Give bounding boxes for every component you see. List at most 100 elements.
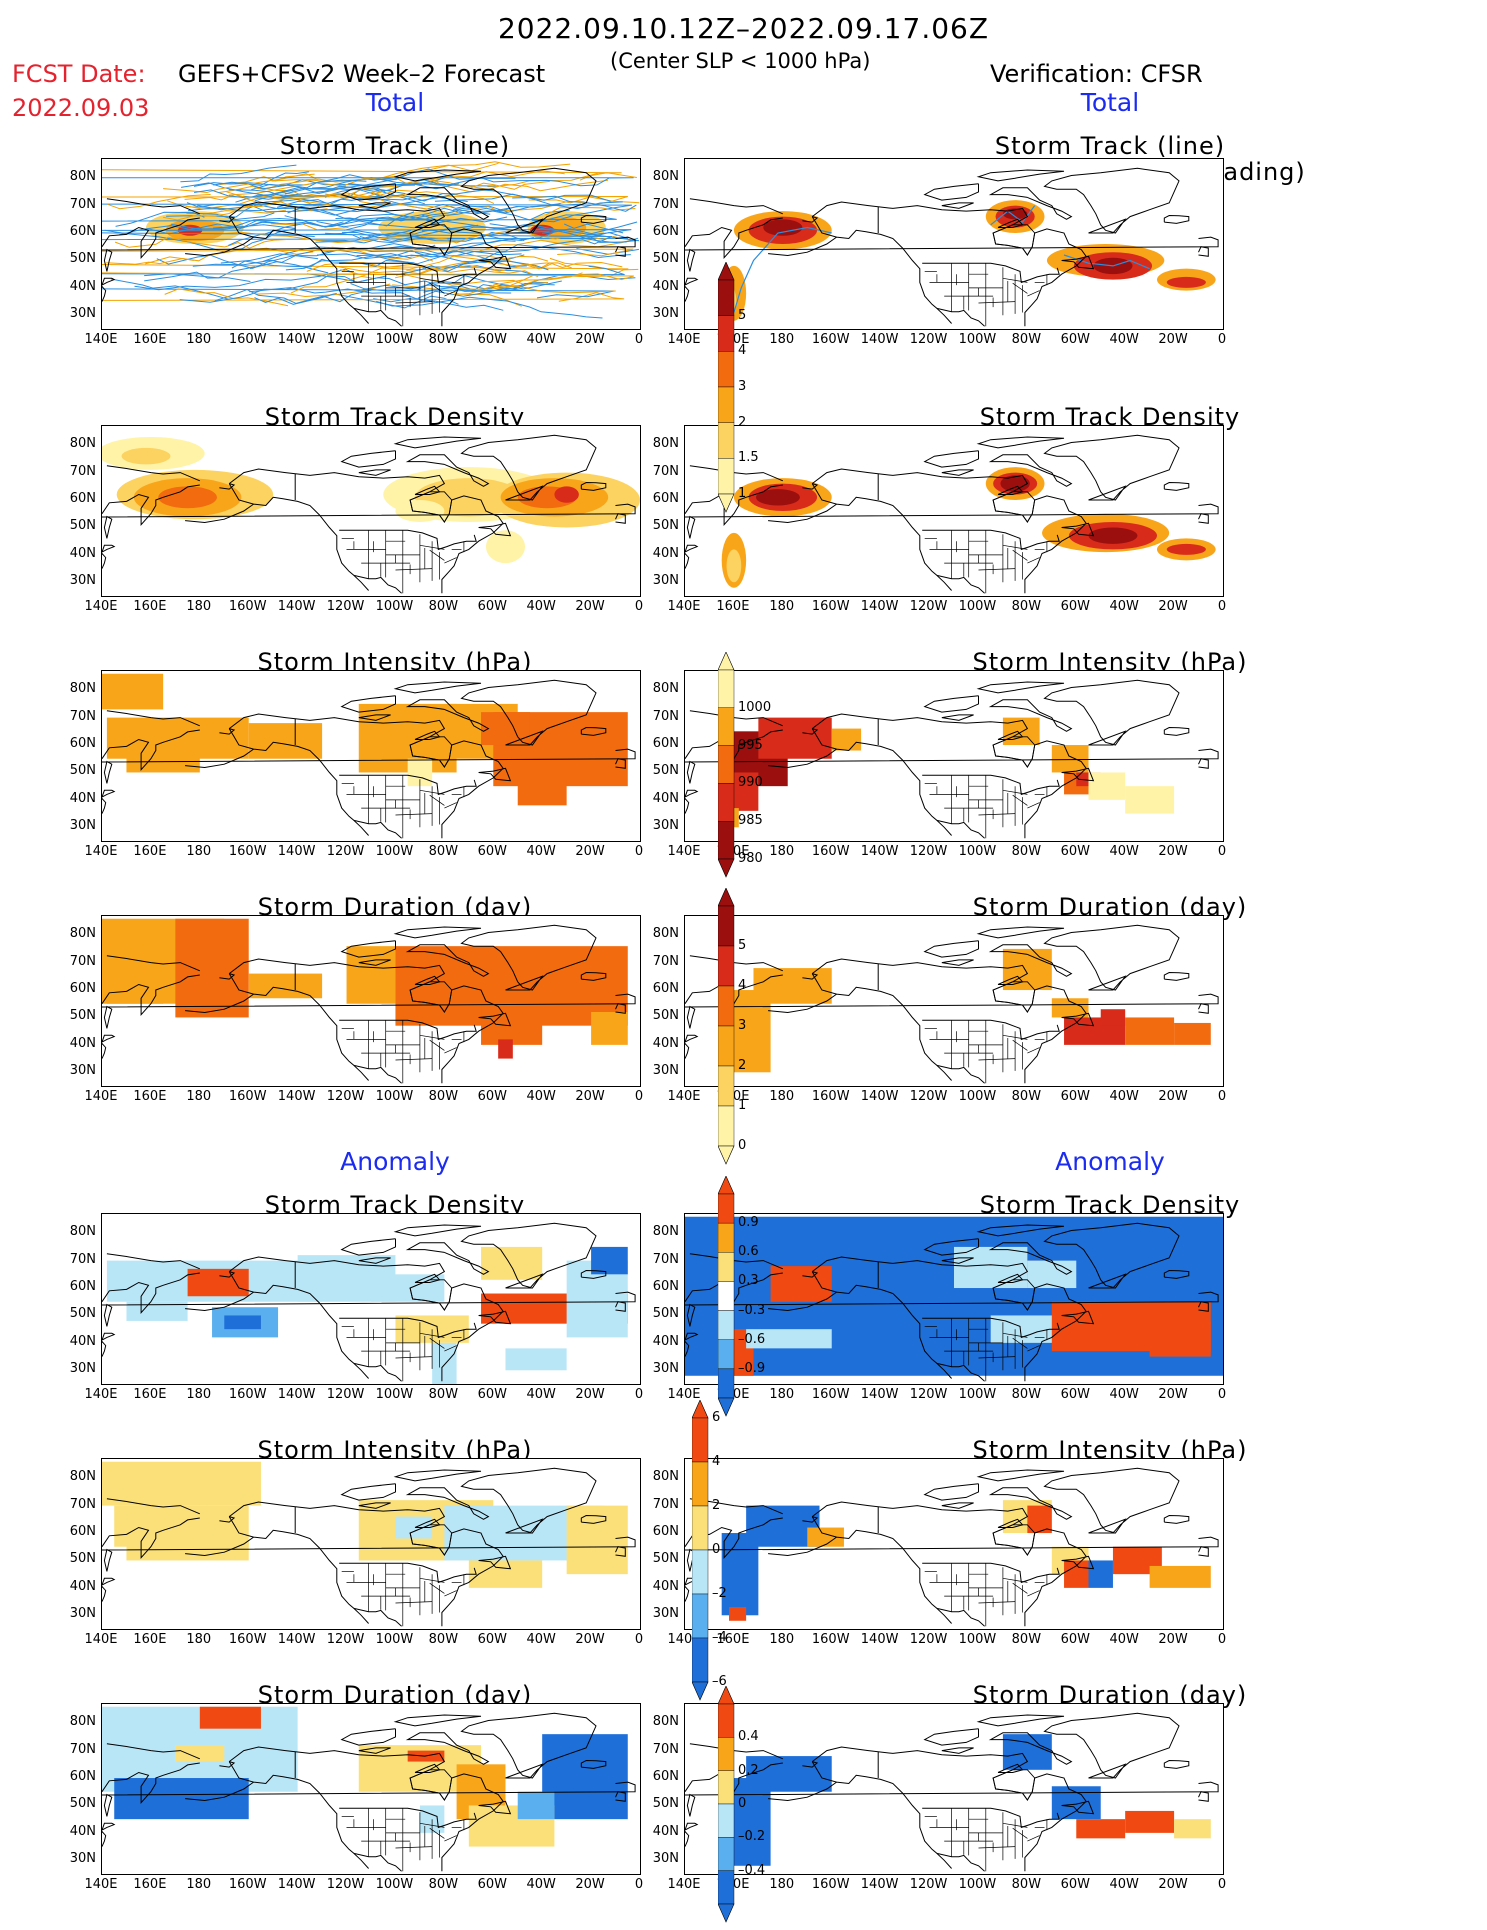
lat-tick-label: 80N: [69, 1224, 96, 1240]
lon-tick-label: 0: [1217, 844, 1227, 859]
lon-tick-label: 60W: [1060, 1632, 1090, 1647]
lon-tick-label: 140E: [667, 332, 701, 347]
state-border: [395, 1846, 433, 1849]
lat-tick-label: 30N: [69, 573, 96, 589]
storm-track-line: [340, 255, 549, 276]
storm-track-line: [226, 190, 382, 200]
field-layer: [733, 948, 1211, 1073]
fcst-date-label: FCST Date:: [12, 60, 146, 88]
coastline: [615, 1003, 626, 1014]
state-border: [1012, 794, 1028, 806]
lon-tick-label: 20W: [1158, 844, 1188, 859]
storm-track-line: [102, 225, 629, 241]
coastline: [802, 483, 819, 490]
lon-tick-label: 140E: [84, 1632, 118, 1647]
colorbar-swatch: [691, 1461, 709, 1507]
storm-track-line: [102, 288, 615, 299]
storm-track-line: [228, 233, 315, 246]
lon-tick-label: 120W: [909, 1089, 948, 1104]
coastline: [460, 434, 597, 501]
lat-tick-label: 30N: [652, 573, 679, 589]
field-cell: [505, 1348, 567, 1371]
coastline: [414, 1518, 441, 1528]
coastline: [106, 1498, 200, 1515]
lon-tick-label: 140W: [277, 1089, 316, 1104]
state-border: [1002, 1822, 1028, 1828]
lat-tick-label: 30N: [652, 1606, 679, 1622]
country-border: [353, 1362, 402, 1382]
lon-tick-label: 80W: [1011, 1632, 1042, 1647]
coastline: [685, 1517, 783, 1560]
state-border: [1027, 1047, 1040, 1054]
lon-tick-label: 140E: [667, 1089, 701, 1104]
field-cell: [114, 1505, 249, 1547]
state-border: [395, 1356, 433, 1359]
field-cell: [954, 1246, 1028, 1289]
lon-tick-label: 0: [634, 332, 644, 347]
coastline: [478, 522, 512, 537]
colorbar-swatch: [717, 945, 735, 987]
verification-label: Verification: CFSR: [990, 60, 1203, 88]
storm-track-line: [213, 231, 416, 244]
field-cell: [1125, 1810, 1175, 1833]
country-border: [339, 1019, 477, 1041]
lon-tick-label: 80W: [428, 1877, 459, 1892]
field-cell: [746, 1756, 832, 1792]
state-border: [1002, 544, 1028, 550]
coastline: [689, 710, 783, 727]
lon-tick-label: 160W: [228, 332, 267, 347]
coastline: [976, 436, 1065, 449]
field-cell: [248, 973, 323, 999]
lon-tick-label: 100W: [958, 1089, 997, 1104]
country-border: [922, 529, 1060, 551]
lon-tick-label: 40W: [1109, 1877, 1139, 1892]
colorbar-swatch: [717, 905, 735, 947]
coastline: [219, 483, 236, 490]
lon-tick-label: 140W: [860, 1877, 899, 1892]
lon-tick-label: 140E: [667, 1387, 701, 1402]
geography-layer: [685, 434, 1219, 594]
state-border: [395, 568, 433, 571]
field-cell: [1125, 786, 1175, 814]
colorbar-swatch: [717, 386, 735, 423]
storm-track-line: [102, 203, 632, 223]
colorbar-swatch: [717, 1252, 735, 1282]
field-cell: [1174, 1022, 1211, 1045]
lat-tick-label: 70N: [652, 708, 679, 724]
coastline: [685, 1822, 699, 1831]
lon-tick-label: 20W: [1158, 332, 1188, 347]
lat-tick-label: 40N: [652, 545, 679, 561]
storm-track-line: [243, 194, 468, 202]
colorbar-label: 2: [738, 1058, 747, 1073]
lon-tick-label: 160E: [716, 1632, 750, 1647]
coastline: [103, 515, 113, 539]
coastline: [102, 1042, 107, 1060]
coastline: [228, 483, 369, 591]
lat-tick-label: 80N: [69, 681, 96, 697]
geography-layer: [102, 434, 636, 594]
lat-tick-label: 50N: [69, 1008, 96, 1024]
colorbar-swatch: [691, 1417, 709, 1463]
lat-tick-label: 50N: [69, 251, 96, 267]
coastline: [414, 975, 441, 985]
geography-layer: [102, 924, 636, 1084]
lat-tick-label: 40N: [652, 1578, 679, 1594]
lat-tick-label: 60N: [652, 491, 679, 507]
field-cell: [1051, 1786, 1101, 1820]
lon-tick-label: 140W: [860, 599, 899, 614]
lat-tick-label: 30N: [652, 1063, 679, 1079]
storm-track-line: [733, 226, 832, 313]
coastline: [358, 1502, 391, 1509]
coastline: [478, 1555, 512, 1570]
coastline: [685, 1332, 699, 1341]
coastline: [1043, 1467, 1180, 1534]
coastline: [1043, 924, 1180, 991]
lon-tick-label: 20W: [575, 844, 605, 859]
colorbar-label: –6: [712, 1674, 727, 1689]
lat-tick-label: 50N: [652, 518, 679, 534]
coastline: [102, 748, 636, 763]
lon-tick-label: 40W: [1109, 1632, 1139, 1647]
coastline: [102, 1034, 116, 1043]
coastline: [106, 1743, 200, 1760]
lon-tick-label: 40W: [1109, 332, 1139, 347]
